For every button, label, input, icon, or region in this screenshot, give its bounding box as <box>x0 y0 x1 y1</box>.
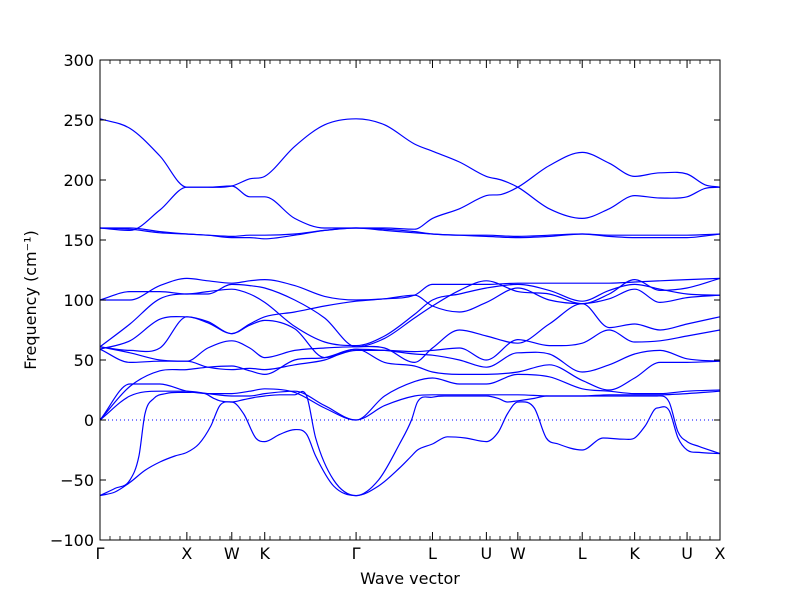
x-tick-label: Γ <box>96 544 105 563</box>
band-line-15 <box>100 390 720 497</box>
x-tick-label: X <box>715 544 726 563</box>
band-line-4 <box>100 227 720 240</box>
x-axis-label: Wave vector <box>360 569 460 588</box>
y-tick-label: 200 <box>63 171 94 190</box>
band-line-10 <box>100 315 720 361</box>
x-tick-label: W <box>510 544 526 563</box>
x-tick-label: U <box>681 544 693 563</box>
x-axis-minor-ticks <box>109 60 711 540</box>
x-tick-label: L <box>428 544 437 563</box>
band-line-2 <box>100 118 720 232</box>
plot-frame <box>99 59 721 541</box>
y-tick-label: 250 <box>63 111 94 130</box>
band-line-9 <box>100 302 720 364</box>
x-tick-label: X <box>181 544 192 563</box>
y-tick-label: 0 <box>84 411 94 430</box>
y-axis-ticks: −100 −50 0 50 100 150 200 250 300 <box>50 51 720 550</box>
y-tick-label: 50 <box>74 351 94 370</box>
x-tick-label: L <box>578 544 587 563</box>
x-tick-label: K <box>629 544 640 563</box>
band-line-12 <box>100 348 720 421</box>
band-series-group <box>100 118 720 497</box>
x-tick-label: Γ <box>352 544 361 563</box>
x-tick-label: W <box>224 544 240 563</box>
band-line-8 <box>100 287 720 353</box>
band-line-5 <box>100 283 720 347</box>
band-line-14 <box>100 390 720 421</box>
y-tick-label: −100 <box>50 531 94 550</box>
band-line-6 <box>100 277 720 301</box>
x-tick-label: K <box>259 544 270 563</box>
y-tick-label: 300 <box>63 51 94 70</box>
band-line-16 <box>100 401 720 497</box>
y-tick-label: −50 <box>60 471 94 490</box>
band-line-7 <box>100 277 720 348</box>
y-tick-label: 100 <box>63 291 94 310</box>
y-axis-label: Frequency (cm⁻¹) <box>21 230 40 369</box>
x-tick-label: U <box>481 544 493 563</box>
y-tick-label: 150 <box>63 231 94 250</box>
